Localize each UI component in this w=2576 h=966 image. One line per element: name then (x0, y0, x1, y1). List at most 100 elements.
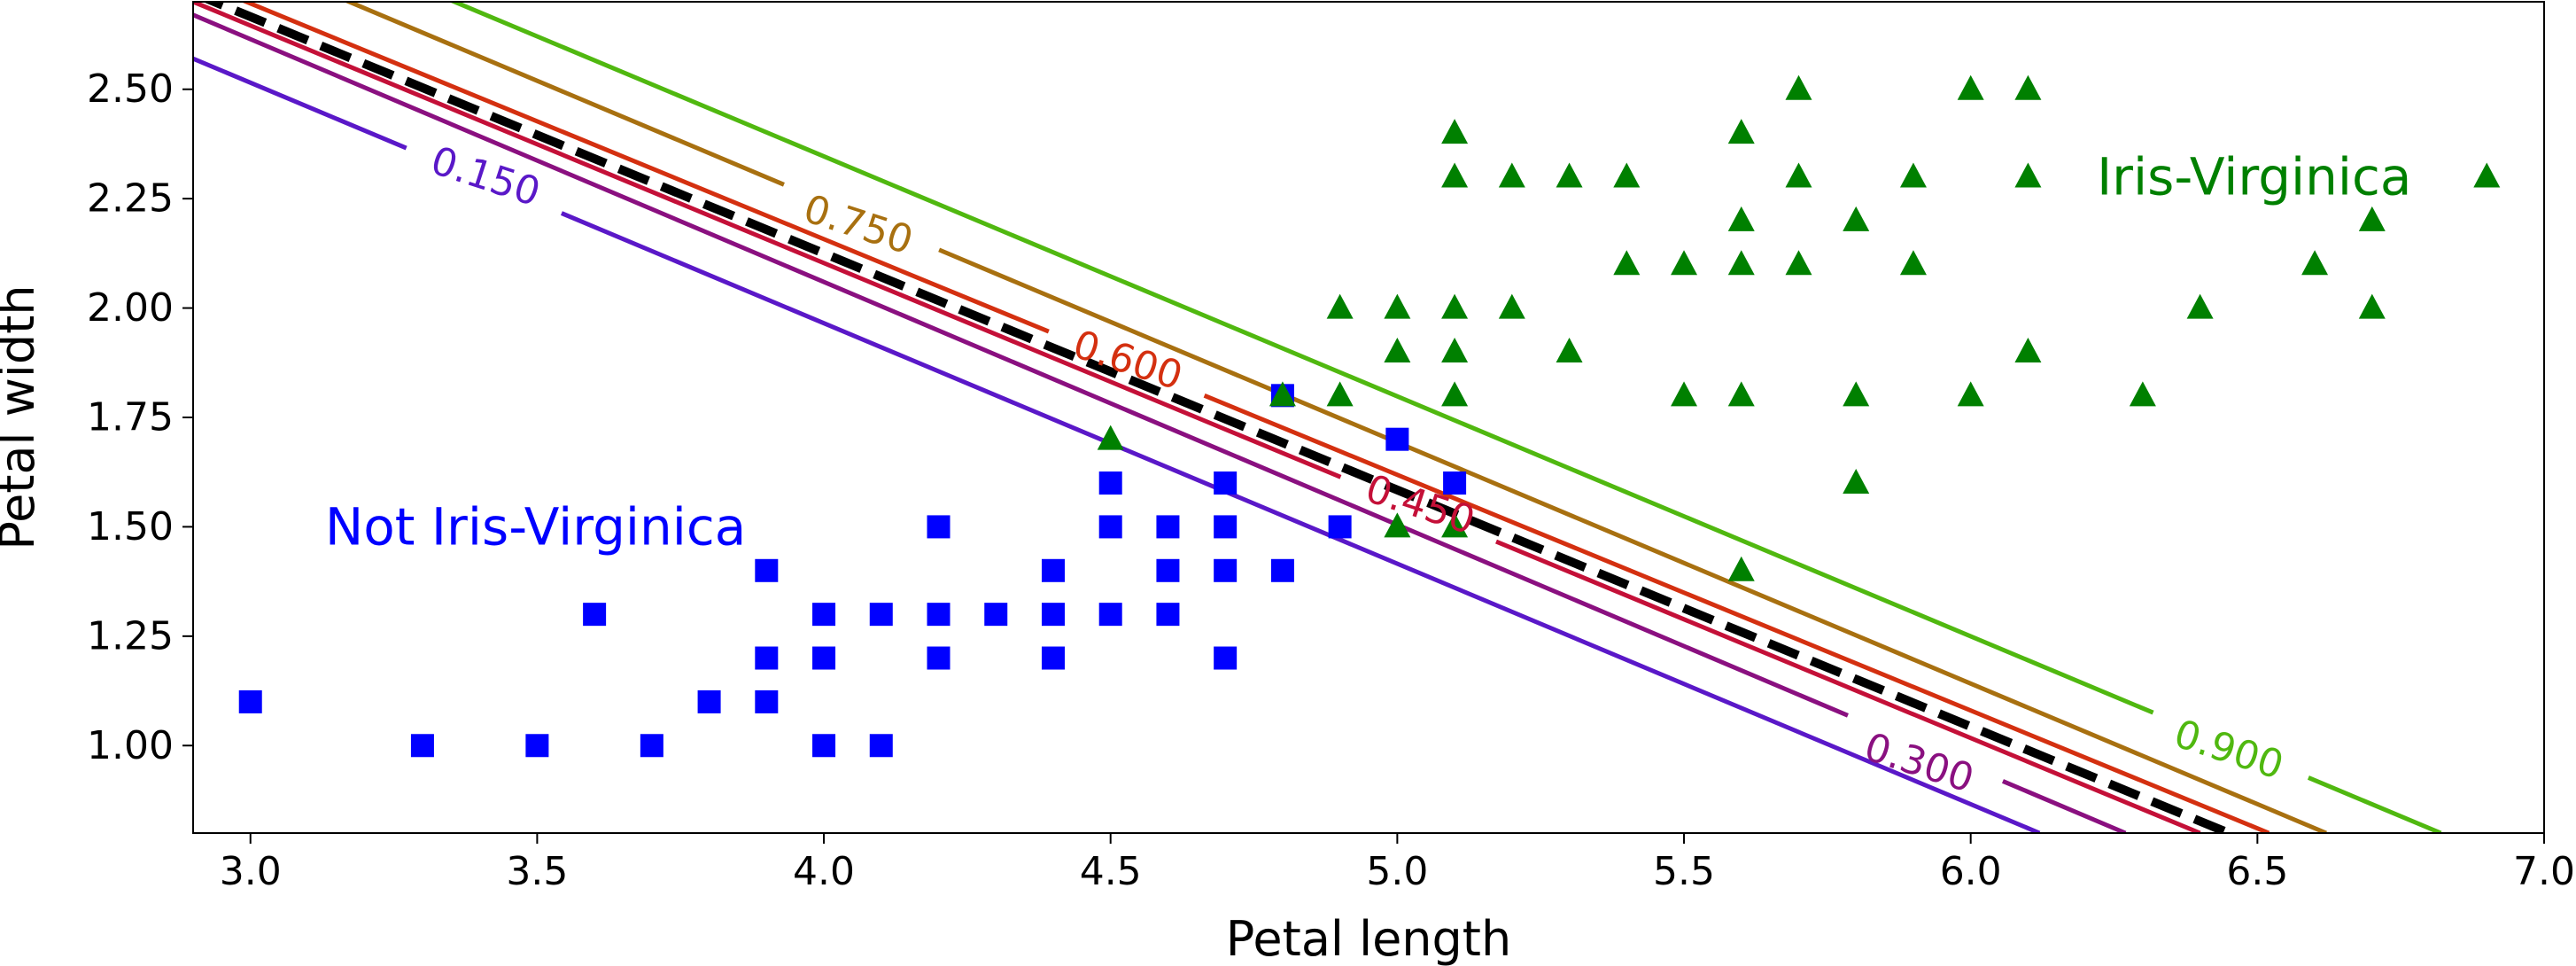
y-tick-label-1: 1.25 (87, 613, 174, 658)
x-tick-label-6: 6.0 (1940, 849, 2002, 894)
point-not-virginica-20 (1041, 646, 1065, 670)
point-virginica-10 (1441, 337, 1469, 362)
point-not-virginica-33 (1328, 515, 1352, 539)
x-tick-label-4: 5.0 (1366, 849, 1428, 894)
point-virginica-24 (1727, 381, 1755, 407)
point-virginica-4 (1384, 293, 1411, 319)
y-axis-label: Petal width (0, 284, 45, 549)
y-tick-label-0: 1.00 (87, 723, 174, 768)
point-not-virginica-19 (1041, 603, 1065, 627)
point-not-virginica-11 (812, 734, 836, 758)
contour-line-1-seg-0 (193, 12, 1849, 718)
point-not-virginica-1 (410, 734, 434, 758)
contour-line-4-seg-0 (343, 2, 785, 187)
point-not-virginica-34 (1385, 427, 1409, 451)
contour-line-5-seg-0 (448, 2, 2154, 715)
point-not-virginica-24 (1156, 515, 1180, 539)
axes: 3.0 3.5 4.0 4.5 5.0 5.5 6.0 6.5 7.0 1.00 1.25 1.50 1… (87, 1, 2575, 894)
contour-line-0-seg-1 (560, 211, 2041, 833)
point-not-virginica-27 (1214, 471, 1238, 495)
point-not-virginica-10 (812, 646, 836, 670)
point-virginica-12 (1441, 512, 1469, 538)
point-virginica-15 (1556, 162, 1583, 188)
x-tick-label-8: 7.0 (2513, 849, 2575, 894)
point-virginica-32 (1899, 162, 1927, 188)
point-not-virginica-4 (640, 734, 663, 758)
contour-label-5: 0.900 (2169, 711, 2289, 788)
point-virginica-41 (2301, 250, 2329, 276)
annotation-0: Not Iris-Virginica (325, 496, 746, 557)
point-virginica-28 (1785, 250, 1812, 276)
point-virginica-18 (1613, 250, 1641, 276)
point-virginica-1 (1269, 381, 1296, 407)
contour-line-5-seg-1 (2307, 775, 2442, 833)
point-not-virginica-0 (238, 689, 262, 713)
contour-line-4-seg-1 (938, 247, 2327, 833)
plot-area (193, 2, 2501, 833)
point-virginica-33 (1899, 250, 1927, 276)
point-virginica-44 (2473, 162, 2501, 188)
point-virginica-21 (1727, 119, 1755, 144)
point-virginica-8 (1441, 162, 1469, 188)
point-not-virginica-16 (927, 646, 950, 670)
point-virginica-7 (1441, 119, 1469, 144)
point-not-virginica-28 (1214, 515, 1238, 539)
point-virginica-5 (1384, 337, 1411, 362)
point-virginica-9 (1441, 293, 1469, 319)
contour-line-1-seg-1 (2001, 779, 2127, 833)
contour-line-2-seg-0 (193, 2, 1342, 479)
point-not-virginica-26 (1156, 603, 1180, 627)
point-virginica-29 (1843, 206, 1870, 231)
x-axis-label: Petal length (1226, 911, 1511, 966)
point-virginica-34 (1957, 74, 1984, 100)
point-not-virginica-6 (755, 558, 779, 582)
y-tick-label-6: 2.50 (87, 66, 174, 112)
point-not-virginica-21 (1098, 471, 1122, 495)
point-virginica-25 (1727, 556, 1755, 581)
y-tick-label-4: 2.00 (87, 285, 174, 331)
point-virginica-2 (1326, 293, 1354, 319)
point-virginica-38 (2014, 337, 2042, 362)
contour-line-3-seg-0 (240, 2, 1050, 334)
point-virginica-43 (2358, 293, 2386, 319)
point-not-virginica-35 (1443, 471, 1467, 495)
point-not-virginica-14 (927, 515, 950, 539)
decision-boundary-line (202, 2, 2231, 833)
point-not-virginica-2 (525, 734, 549, 758)
point-virginica-26 (1785, 74, 1812, 100)
x-tick-label-7: 6.5 (2226, 849, 2288, 894)
x-tick-label-5: 5.5 (1653, 849, 1715, 894)
x-tick-label-1: 3.5 (506, 849, 568, 894)
point-virginica-35 (1957, 381, 1984, 407)
point-virginica-40 (2186, 293, 2214, 319)
point-virginica-31 (1843, 469, 1870, 495)
point-virginica-23 (1727, 250, 1755, 276)
point-not-virginica-30 (1214, 646, 1238, 670)
point-not-virginica-8 (755, 689, 779, 713)
contour-label-0: 0.150 (425, 138, 546, 215)
point-virginica-14 (1498, 293, 1525, 319)
point-virginica-13 (1498, 162, 1525, 188)
point-not-virginica-17 (984, 603, 1008, 627)
point-virginica-39 (2129, 381, 2156, 407)
point-not-virginica-12 (869, 603, 893, 627)
x-tick-label-3: 4.5 (1080, 849, 1142, 894)
point-not-virginica-9 (812, 603, 836, 627)
point-not-virginica-18 (1041, 558, 1065, 582)
y-tick-label-5: 2.25 (87, 176, 174, 222)
point-not-virginica-5 (697, 689, 721, 713)
point-not-virginica-7 (755, 646, 779, 670)
contour-line-2-seg-1 (1495, 539, 2201, 833)
x-tick-label-2: 4.0 (793, 849, 855, 894)
point-virginica-6 (1384, 512, 1411, 538)
point-not-virginica-32 (1270, 558, 1294, 582)
contour-line-3-seg-1 (1203, 393, 2270, 833)
point-not-virginica-29 (1214, 558, 1238, 582)
point-virginica-11 (1441, 381, 1469, 407)
point-not-virginica-13 (869, 734, 893, 758)
point-virginica-37 (2014, 162, 2042, 188)
point-not-virginica-15 (927, 603, 950, 627)
contour-line-0-seg-0 (193, 56, 407, 151)
